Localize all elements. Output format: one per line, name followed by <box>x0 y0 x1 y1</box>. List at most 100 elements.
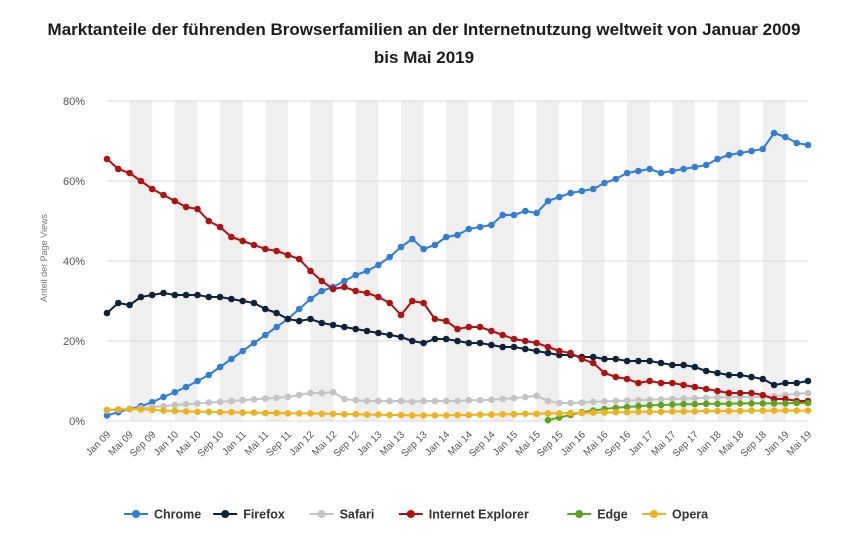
data-point-safari[interactable] <box>522 393 529 401</box>
data-point-chrome[interactable] <box>216 363 224 371</box>
data-point-firefox[interactable] <box>295 317 303 325</box>
data-point-safari[interactable] <box>646 396 653 404</box>
data-point-safari[interactable] <box>375 397 382 405</box>
data-point-firefox[interactable] <box>589 353 597 361</box>
data-point-opera[interactable] <box>465 411 473 419</box>
data-point-opera[interactable] <box>420 412 427 419</box>
data-point-firefox[interactable] <box>126 301 133 309</box>
data-point-firefox[interactable] <box>273 309 280 317</box>
data-point-opera[interactable] <box>431 412 439 419</box>
data-point-opera[interactable] <box>103 406 111 414</box>
data-point-chrome[interactable] <box>522 207 529 215</box>
data-point-firefox[interactable] <box>623 357 631 365</box>
data-point-internet-explorer[interactable] <box>318 277 326 285</box>
data-point-safari[interactable] <box>295 391 303 399</box>
data-point-chrome[interactable] <box>556 193 563 201</box>
data-point-firefox[interactable] <box>262 305 269 313</box>
data-point-firefox[interactable] <box>612 355 620 363</box>
data-point-safari[interactable] <box>544 397 552 405</box>
data-point-opera[interactable] <box>329 410 337 418</box>
data-point-opera[interactable] <box>239 409 246 416</box>
data-point-firefox[interactable] <box>442 335 450 343</box>
data-point-firefox[interactable] <box>748 373 755 381</box>
data-point-opera[interactable] <box>148 406 156 414</box>
data-point-safari[interactable] <box>499 395 507 403</box>
data-point-internet-explorer[interactable] <box>680 381 687 389</box>
data-point-safari[interactable] <box>465 396 473 404</box>
data-point-firefox[interactable] <box>420 339 427 347</box>
data-point-internet-explorer[interactable] <box>725 389 733 397</box>
data-point-internet-explorer[interactable] <box>341 283 348 291</box>
data-point-internet-explorer[interactable] <box>623 375 631 383</box>
data-point-chrome[interactable] <box>736 149 744 157</box>
data-point-chrome[interactable] <box>262 331 269 339</box>
data-point-opera[interactable] <box>409 412 416 419</box>
data-point-chrome[interactable] <box>442 233 450 241</box>
data-point-safari[interactable] <box>657 396 665 403</box>
data-point-firefox[interactable] <box>239 297 246 305</box>
data-point-opera[interactable] <box>793 407 800 414</box>
data-point-internet-explorer[interactable] <box>148 185 156 193</box>
data-point-opera[interactable] <box>567 409 574 417</box>
data-point-internet-explorer[interactable] <box>171 197 179 205</box>
data-point-opera[interactable] <box>318 410 326 418</box>
data-point-firefox[interactable] <box>307 315 314 323</box>
data-point-opera[interactable] <box>137 406 145 413</box>
data-point-chrome[interactable] <box>669 167 676 175</box>
data-point-opera[interactable] <box>499 410 507 418</box>
data-point-internet-explorer[interactable] <box>522 337 529 345</box>
data-point-chrome[interactable] <box>295 305 303 313</box>
data-point-chrome[interactable] <box>657 169 665 177</box>
data-point-chrome[interactable] <box>691 163 699 171</box>
data-point-firefox[interactable] <box>714 369 721 377</box>
data-point-internet-explorer[interactable] <box>126 169 133 177</box>
data-point-opera[interactable] <box>228 408 235 416</box>
data-point-firefox[interactable] <box>702 367 710 375</box>
data-point-opera[interactable] <box>748 407 755 414</box>
data-point-chrome[interactable] <box>307 295 314 303</box>
data-point-chrome[interactable] <box>544 197 552 205</box>
data-point-opera[interactable] <box>375 411 382 418</box>
data-point-opera[interactable] <box>669 408 676 415</box>
data-point-firefox[interactable] <box>160 289 167 297</box>
data-point-opera[interactable] <box>341 410 348 418</box>
data-point-opera[interactable] <box>160 407 167 414</box>
data-point-internet-explorer[interactable] <box>397 311 405 319</box>
legend-item-chrome[interactable]: Chrome <box>124 508 201 522</box>
data-point-internet-explorer[interactable] <box>363 289 371 297</box>
data-point-opera[interactable] <box>782 407 789 414</box>
data-point-internet-explorer[interactable] <box>160 191 167 199</box>
data-point-safari[interactable] <box>397 397 405 405</box>
data-point-opera[interactable] <box>635 408 642 416</box>
data-point-opera[interactable] <box>126 405 133 413</box>
data-point-firefox[interactable] <box>510 343 518 351</box>
data-point-safari[interactable] <box>714 394 721 401</box>
data-point-firefox[interactable] <box>250 299 258 307</box>
data-point-safari[interactable] <box>669 395 676 403</box>
data-point-internet-explorer[interactable] <box>262 245 269 253</box>
data-point-opera[interactable] <box>250 409 258 416</box>
data-point-safari[interactable] <box>329 388 337 396</box>
data-point-opera[interactable] <box>578 409 586 417</box>
data-point-chrome[interactable] <box>759 145 767 153</box>
data-point-chrome[interactable] <box>499 211 507 219</box>
data-point-opera[interactable] <box>488 411 495 418</box>
data-point-chrome[interactable] <box>103 412 111 419</box>
data-point-firefox[interactable] <box>736 371 744 379</box>
data-point-opera[interactable] <box>386 411 394 419</box>
data-point-opera[interactable] <box>646 408 653 416</box>
data-point-internet-explorer[interactable] <box>488 327 495 335</box>
data-point-safari[interactable] <box>589 398 597 406</box>
data-point-chrome[interactable] <box>782 133 789 141</box>
data-point-chrome[interactable] <box>646 165 653 173</box>
data-point-chrome[interactable] <box>375 261 382 269</box>
data-point-firefox[interactable] <box>352 325 360 333</box>
data-point-opera[interactable] <box>691 408 699 415</box>
data-point-firefox[interactable] <box>488 341 495 349</box>
legend-item-internet-explorer[interactable]: Internet Explorer <box>398 508 529 522</box>
data-point-safari[interactable] <box>476 396 484 404</box>
data-point-internet-explorer[interactable] <box>194 205 201 213</box>
data-point-chrome[interactable] <box>273 323 280 331</box>
data-point-internet-explorer[interactable] <box>601 369 608 377</box>
data-point-firefox[interactable] <box>363 327 371 335</box>
